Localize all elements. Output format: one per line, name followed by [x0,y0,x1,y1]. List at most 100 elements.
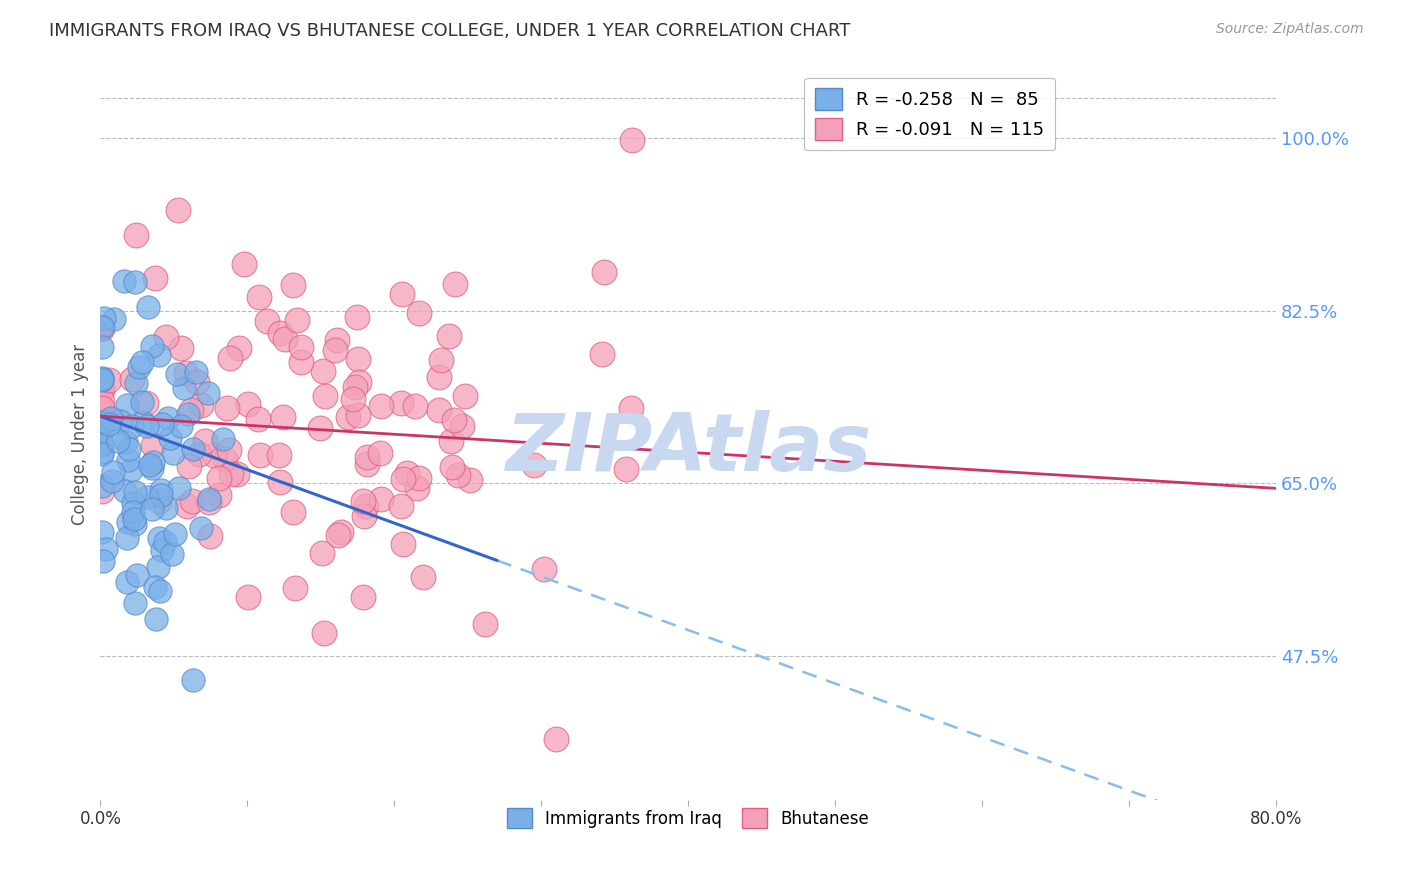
Point [447,467,470,482]
Point [90,321,112,335]
Point [90,437,112,451]
Point [135,419,157,434]
Point [429,402,451,417]
Point [395,466,418,480]
Point [150,483,173,497]
Point [148,531,170,545]
Point [145,612,167,626]
Point [454,389,477,403]
Point [148,349,170,363]
Point [125,568,148,582]
Point [197,385,219,400]
Point [533,562,555,576]
Point [342,392,364,406]
Point [115,531,138,545]
Point [162,547,184,561]
Point [148,494,170,508]
Point [347,351,370,366]
Point [91,554,114,568]
Point [146,559,169,574]
Point [150,543,173,558]
Point [620,133,643,147]
Point [430,353,453,368]
Point [271,409,294,424]
Point [346,310,368,324]
Point [214,452,236,467]
Point [90,426,112,441]
Point [121,372,143,386]
Point [208,471,231,485]
Point [614,462,637,476]
Point [451,418,474,433]
Point [218,442,240,457]
Point [285,312,308,326]
Point [368,446,391,460]
Point [311,546,333,560]
Point [443,413,465,427]
Point [620,401,643,416]
Point [115,574,138,589]
Point [444,277,467,292]
Point [440,434,463,448]
Point [370,492,392,507]
Point [326,333,349,347]
Point [176,499,198,513]
Point [143,271,166,285]
Point [124,516,146,531]
Point [408,306,430,320]
Point [141,339,163,353]
Point [236,590,259,604]
Point [90,479,112,493]
Point [170,419,193,434]
Point [90,424,112,438]
Point [427,369,450,384]
Point [523,458,546,472]
Point [187,447,209,461]
Point [121,505,143,519]
Point [370,399,392,413]
Point [218,351,240,366]
Point [247,412,270,426]
Point [90,321,112,335]
Point [405,400,427,414]
Point [184,365,207,379]
Point [181,442,204,457]
Point [343,380,366,394]
Point [181,494,204,508]
Point [97,417,120,431]
Point [269,448,291,462]
Point [180,403,202,417]
Point [284,582,307,596]
Point [150,417,173,432]
Point [90,447,112,461]
Point [389,499,412,513]
Point [197,491,219,506]
Point [90,484,112,499]
Point [356,499,378,513]
Point [90,525,112,540]
Point [228,341,250,355]
Point [198,528,221,542]
Point [90,401,112,416]
Point [167,481,190,495]
Point [236,397,259,411]
Point [90,445,112,459]
Point [121,419,143,434]
Point [176,407,198,421]
Point [90,383,112,397]
Point [124,376,146,390]
Point [149,488,172,502]
Point [323,343,346,357]
Point [90,371,112,385]
Point [190,521,212,535]
Point [202,448,225,462]
Point [114,434,136,449]
Point [136,300,159,314]
Point [132,415,155,429]
Point [103,312,125,326]
Point [337,409,360,424]
Point [458,473,481,487]
Point [101,465,124,479]
Point [90,438,112,452]
Point [247,290,270,304]
